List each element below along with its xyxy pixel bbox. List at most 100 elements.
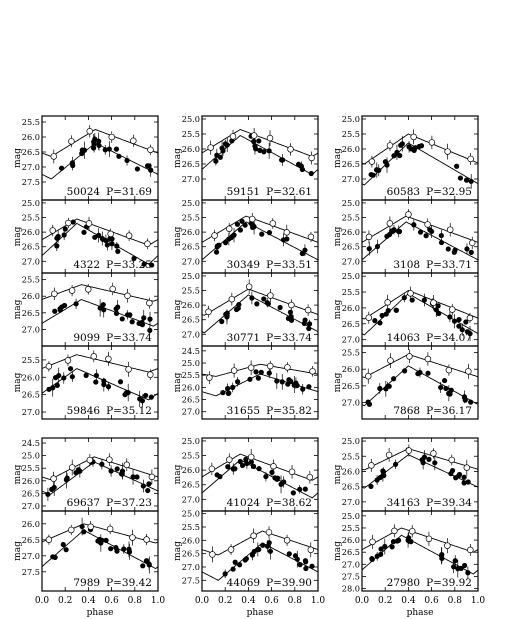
data-point-band2 bbox=[369, 538, 376, 546]
data-point-band1 bbox=[287, 309, 294, 315]
data-point-band2 bbox=[444, 542, 451, 549]
data-point-band2 bbox=[467, 546, 474, 554]
y-tick-label: 26.0 bbox=[182, 535, 200, 545]
data-point-band1 bbox=[46, 386, 52, 392]
data-point-band2 bbox=[147, 146, 154, 154]
data-point-band2 bbox=[465, 368, 472, 375]
y-axis-label: mag bbox=[333, 226, 343, 246]
data-point-band1 bbox=[366, 246, 372, 252]
cepheid-id: 69637 bbox=[67, 497, 100, 509]
data-point-band1 bbox=[114, 243, 120, 249]
y-tick-label: 25.0 bbox=[342, 198, 360, 208]
fit-curve-band2 bbox=[42, 523, 158, 544]
data-point-band1 bbox=[426, 456, 432, 462]
y-tick-label: 25.5 bbox=[22, 275, 40, 285]
panel-41024: 25.0 25.5 26.0 26.5 27.0 mag 41024 P=38.62 bbox=[173, 436, 319, 512]
period-label: P=32.95 bbox=[426, 186, 472, 198]
fit-curve-band2 bbox=[202, 453, 318, 481]
data-point-band2 bbox=[227, 546, 235, 553]
x-axis-label: phase bbox=[87, 608, 114, 618]
data-point-band1 bbox=[101, 378, 107, 384]
y-tick-label: 26.5 bbox=[182, 159, 200, 169]
fit-curve-band2 bbox=[42, 354, 158, 373]
cepheid-id: 3108 bbox=[393, 259, 420, 271]
data-point-band2 bbox=[269, 220, 277, 227]
data-point-band1 bbox=[421, 454, 428, 460]
data-point-band1 bbox=[401, 295, 407, 301]
data-point-band2 bbox=[205, 308, 212, 316]
data-point-band1 bbox=[393, 307, 399, 313]
data-point-band1 bbox=[280, 157, 286, 163]
data-point-band1 bbox=[146, 562, 152, 568]
data-point-band1 bbox=[259, 231, 265, 237]
data-point-band1 bbox=[243, 556, 249, 562]
data-point-band2 bbox=[247, 364, 255, 371]
y-axis-label: mag bbox=[13, 372, 23, 392]
fit-curve-band2 bbox=[202, 288, 318, 316]
x-tick-label: 0.4 bbox=[401, 596, 416, 606]
data-point-band2 bbox=[90, 353, 98, 360]
data-point-band2 bbox=[229, 133, 237, 140]
data-point-band1 bbox=[255, 375, 261, 381]
x-tick-label: 0.6 bbox=[264, 596, 279, 606]
data-point-band1 bbox=[435, 303, 441, 309]
data-point-band2 bbox=[68, 138, 75, 145]
data-point-band1 bbox=[453, 475, 459, 481]
data-point-band1 bbox=[409, 297, 415, 303]
data-point-band2 bbox=[206, 374, 213, 381]
data-point-band1 bbox=[106, 146, 112, 152]
data-point-band2 bbox=[209, 551, 216, 558]
y-tick-label: 27.0 bbox=[22, 162, 40, 172]
fit-curve-band1 bbox=[42, 461, 158, 496]
y-tick-label: 25.5 bbox=[182, 370, 200, 380]
panel-label: 59151 P=32.61 bbox=[227, 186, 312, 198]
y-tick-label: 26.0 bbox=[342, 535, 360, 545]
y-tick-label: 27.5 bbox=[22, 177, 40, 187]
data-point-band1 bbox=[294, 382, 300, 389]
data-point-band2 bbox=[306, 473, 314, 481]
data-point-band1 bbox=[83, 372, 89, 378]
data-point-band2 bbox=[85, 220, 93, 227]
data-point-band2 bbox=[105, 355, 112, 363]
data-point-band1 bbox=[122, 392, 128, 398]
data-point-band2 bbox=[444, 148, 451, 155]
cepheid-id: 27980 bbox=[387, 577, 420, 589]
period-label: P=37.23 bbox=[106, 497, 152, 509]
period-label: P=39.42 bbox=[106, 577, 152, 589]
data-point-band2 bbox=[385, 451, 393, 459]
data-point-band1 bbox=[459, 327, 465, 333]
data-point-band1 bbox=[249, 295, 255, 301]
x-tick-label: 0.8 bbox=[128, 596, 143, 606]
data-point-band1 bbox=[391, 227, 397, 233]
data-point-band1 bbox=[251, 548, 257, 555]
x-tick-label: 0.4 bbox=[241, 596, 256, 606]
data-point-band1 bbox=[448, 471, 454, 477]
fit-curve-band2 bbox=[42, 284, 158, 302]
y-tick-label: 27.0 bbox=[182, 407, 200, 417]
y-tick-label: 25.5 bbox=[22, 213, 40, 223]
data-point-band1 bbox=[61, 232, 67, 238]
data-point-band1 bbox=[126, 549, 133, 555]
data-point-band1 bbox=[385, 308, 391, 314]
data-point-band1 bbox=[391, 376, 397, 382]
data-point-band2 bbox=[406, 353, 413, 360]
panel-31655: 24.5 25.0 25.5 26.0 26.5 27.0 mag 31655 P=35.82 bbox=[173, 345, 319, 420]
data-point-band2 bbox=[49, 227, 56, 234]
data-point-band2 bbox=[148, 473, 156, 481]
data-point-band2 bbox=[288, 468, 296, 476]
data-point-band1 bbox=[64, 476, 70, 482]
data-point-band1 bbox=[302, 558, 309, 564]
fit-curve-band2 bbox=[362, 133, 478, 165]
data-point-band2 bbox=[107, 230, 114, 238]
data-point-band1 bbox=[141, 315, 147, 321]
y-tick-label: 26.0 bbox=[22, 291, 40, 301]
data-point-band2 bbox=[50, 153, 58, 160]
y-tick-label: 26.5 bbox=[342, 547, 360, 557]
cepheid-id: 30349 bbox=[227, 259, 260, 271]
data-point-band2 bbox=[109, 285, 116, 293]
y-tick-label: 27.0 bbox=[342, 256, 360, 266]
data-point-band2 bbox=[106, 456, 113, 463]
data-point-band1 bbox=[143, 558, 150, 564]
panel-label: 27980 P=39.92 bbox=[387, 577, 472, 589]
data-point-band1 bbox=[130, 474, 136, 480]
